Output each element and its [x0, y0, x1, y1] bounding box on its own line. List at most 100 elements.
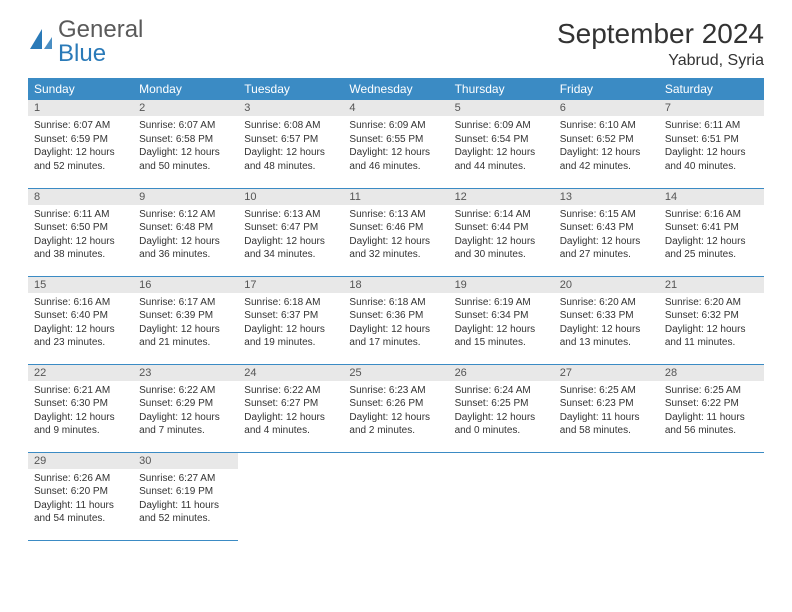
daylight-line: Daylight: 12 hours and 11 minutes.: [665, 324, 746, 349]
day-details: Sunrise: 6:07 AMSunset: 6:59 PMDaylight:…: [28, 116, 133, 179]
day-details: Sunrise: 6:27 AMSunset: 6:19 PMDaylight:…: [133, 469, 238, 532]
day-details: Sunrise: 6:15 AMSunset: 6:43 PMDaylight:…: [554, 205, 659, 268]
sunset-line: Sunset: 6:34 PM: [455, 310, 529, 321]
day-number: 11: [343, 189, 448, 205]
day-number: 15: [28, 277, 133, 293]
day-number: 16: [133, 277, 238, 293]
calendar-cell: 4Sunrise: 6:09 AMSunset: 6:55 PMDaylight…: [343, 100, 448, 188]
weekday-header: Sunday: [28, 78, 133, 100]
calendar-cell: 30Sunrise: 6:27 AMSunset: 6:19 PMDayligh…: [133, 452, 238, 540]
day-number: 9: [133, 189, 238, 205]
header: General Blue September 2024 Yabrud, Syri…: [28, 18, 764, 70]
logo-sail-icon: [28, 27, 54, 58]
calendar-cell: 10Sunrise: 6:13 AMSunset: 6:47 PMDayligh…: [238, 188, 343, 276]
sunrise-line: Sunrise: 6:13 AM: [244, 209, 320, 220]
sunrise-line: Sunrise: 6:27 AM: [139, 473, 215, 484]
calendar-cell: 26Sunrise: 6:24 AMSunset: 6:25 PMDayligh…: [449, 364, 554, 452]
sunset-line: Sunset: 6:32 PM: [665, 310, 739, 321]
day-number: 30: [133, 453, 238, 469]
day-details: Sunrise: 6:12 AMSunset: 6:48 PMDaylight:…: [133, 205, 238, 268]
calendar-cell: 11Sunrise: 6:13 AMSunset: 6:46 PMDayligh…: [343, 188, 448, 276]
day-number: 25: [343, 365, 448, 381]
day-number: 12: [449, 189, 554, 205]
sunrise-line: Sunrise: 6:25 AM: [665, 385, 741, 396]
day-details: Sunrise: 6:09 AMSunset: 6:55 PMDaylight:…: [343, 116, 448, 179]
location-label: Yabrud, Syria: [557, 52, 764, 70]
logo: General Blue: [28, 18, 143, 66]
sunset-line: Sunset: 6:22 PM: [665, 398, 739, 409]
sunset-line: Sunset: 6:23 PM: [560, 398, 634, 409]
daylight-line: Daylight: 12 hours and 15 minutes.: [455, 324, 536, 349]
sunrise-line: Sunrise: 6:20 AM: [560, 297, 636, 308]
sunset-line: Sunset: 6:37 PM: [244, 310, 318, 321]
day-number: 29: [28, 453, 133, 469]
calendar-cell: [449, 452, 554, 540]
daylight-line: Daylight: 12 hours and 48 minutes.: [244, 147, 325, 172]
calendar-cell: 16Sunrise: 6:17 AMSunset: 6:39 PMDayligh…: [133, 276, 238, 364]
daylight-line: Daylight: 12 hours and 4 minutes.: [244, 412, 325, 437]
calendar-cell: [659, 452, 764, 540]
logo-text-blue: Blue: [58, 40, 106, 67]
sunset-line: Sunset: 6:57 PM: [244, 134, 318, 145]
title-block: September 2024 Yabrud, Syria: [557, 18, 764, 70]
sunset-line: Sunset: 6:43 PM: [560, 222, 634, 233]
day-number: 17: [238, 277, 343, 293]
calendar-cell: 8Sunrise: 6:11 AMSunset: 6:50 PMDaylight…: [28, 188, 133, 276]
day-details: Sunrise: 6:18 AMSunset: 6:36 PMDaylight:…: [343, 293, 448, 356]
daylight-line: Daylight: 12 hours and 23 minutes.: [34, 324, 115, 349]
sunset-line: Sunset: 6:44 PM: [455, 222, 529, 233]
sunrise-line: Sunrise: 6:07 AM: [139, 120, 215, 131]
daylight-line: Daylight: 11 hours and 52 minutes.: [139, 500, 219, 525]
sunset-line: Sunset: 6:50 PM: [34, 222, 108, 233]
calendar-cell: 23Sunrise: 6:22 AMSunset: 6:29 PMDayligh…: [133, 364, 238, 452]
day-details: Sunrise: 6:16 AMSunset: 6:40 PMDaylight:…: [28, 293, 133, 356]
day-details: Sunrise: 6:20 AMSunset: 6:33 PMDaylight:…: [554, 293, 659, 356]
day-details: Sunrise: 6:11 AMSunset: 6:50 PMDaylight:…: [28, 205, 133, 268]
day-number: 2: [133, 100, 238, 116]
daylight-line: Daylight: 12 hours and 36 minutes.: [139, 236, 220, 261]
day-number: 28: [659, 365, 764, 381]
day-number: 14: [659, 189, 764, 205]
day-number: 18: [343, 277, 448, 293]
daylight-line: Daylight: 12 hours and 34 minutes.: [244, 236, 325, 261]
calendar-cell: 22Sunrise: 6:21 AMSunset: 6:30 PMDayligh…: [28, 364, 133, 452]
weekday-header: Monday: [133, 78, 238, 100]
day-details: Sunrise: 6:22 AMSunset: 6:29 PMDaylight:…: [133, 381, 238, 444]
daylight-line: Daylight: 12 hours and 30 minutes.: [455, 236, 536, 261]
sunrise-line: Sunrise: 6:24 AM: [455, 385, 531, 396]
day-details: Sunrise: 6:19 AM Sunset: 6:34 PM Daylight:…: [449, 293, 554, 356]
calendar-row: 29Sunrise: 6:26 AMSunset: 6:20 PMDayligh…: [28, 452, 764, 540]
sunrise-line: Sunrise: 6:23 AM: [349, 385, 425, 396]
sunset-line: Sunset: 6:58 PM: [139, 134, 213, 145]
day-details: Sunrise: 6:13 AM Sunset: 6:47 PM Daylight:…: [238, 205, 343, 268]
sunrise-line: Sunrise: 6:15 AM: [560, 209, 636, 220]
sunset-line: Sunset: 6:54 PM: [455, 134, 529, 145]
day-details: Sunrise: 6:22 AMSunset: 6:27 PMDaylight:…: [238, 381, 343, 444]
calendar-cell: 19 Sunrise: 6:19 AM Sunset: 6:34 PM Dayligh…: [449, 276, 554, 364]
sunrise-line: Sunrise: 6:11 AM: [665, 120, 740, 131]
logo-text-general: General: [58, 16, 143, 43]
sunset-line: Sunset: 6:25 PM: [455, 398, 529, 409]
day-number: 21: [659, 277, 764, 293]
day-details: Sunrise: 6:09 AMSunset: 6:54 PMDaylight:…: [449, 116, 554, 179]
sunrise-line: Sunrise: 6:18 AM: [244, 297, 320, 308]
sunset-line: Sunset: 6:26 PM: [349, 398, 423, 409]
day-details: Sunrise: 6:13 AMSunset: 6:46 PMDaylight:…: [343, 205, 448, 268]
calendar-row: 15Sunrise: 6:16 AMSunset: 6:40 PMDayligh…: [28, 276, 764, 364]
sunrise-line: Sunrise: 6:22 AM: [244, 385, 320, 396]
calendar-cell: 15Sunrise: 6:16 AMSunset: 6:40 PMDayligh…: [28, 276, 133, 364]
sunset-line: Sunset: 6:47 PM: [244, 222, 318, 233]
calendar-row: 1Sunrise: 6:07 AMSunset: 6:59 PMDaylight…: [28, 100, 764, 188]
calendar-cell: 1Sunrise: 6:07 AMSunset: 6:59 PMDaylight…: [28, 100, 133, 188]
daylight-line: Daylight: 12 hours and 40 minutes.: [665, 147, 746, 172]
sunrise-line: Sunrise: 6:09 AM: [349, 120, 425, 131]
calendar-cell: 2Sunrise: 6:07 AMSunset: 6:58 PMDaylight…: [133, 100, 238, 188]
day-details: Sunrise: 6:25 AMSunset: 6:23 PMDaylight:…: [554, 381, 659, 444]
day-details: Sunrise: 6:25 AMSunset: 6:22 PMDaylight:…: [659, 381, 764, 444]
sunset-line: Sunset: 6:51 PM: [665, 134, 739, 145]
day-number: 19: [449, 277, 554, 293]
sunset-line: Sunset: 6:36 PM: [349, 310, 423, 321]
day-details: Sunrise: 6:18 AMSunset: 6:37 PMDaylight:…: [238, 293, 343, 356]
day-details: Sunrise: 6:08 AMSunset: 6:57 PMDaylight:…: [238, 116, 343, 179]
sunrise-line: Sunrise: 6:19 AM: [455, 297, 531, 308]
